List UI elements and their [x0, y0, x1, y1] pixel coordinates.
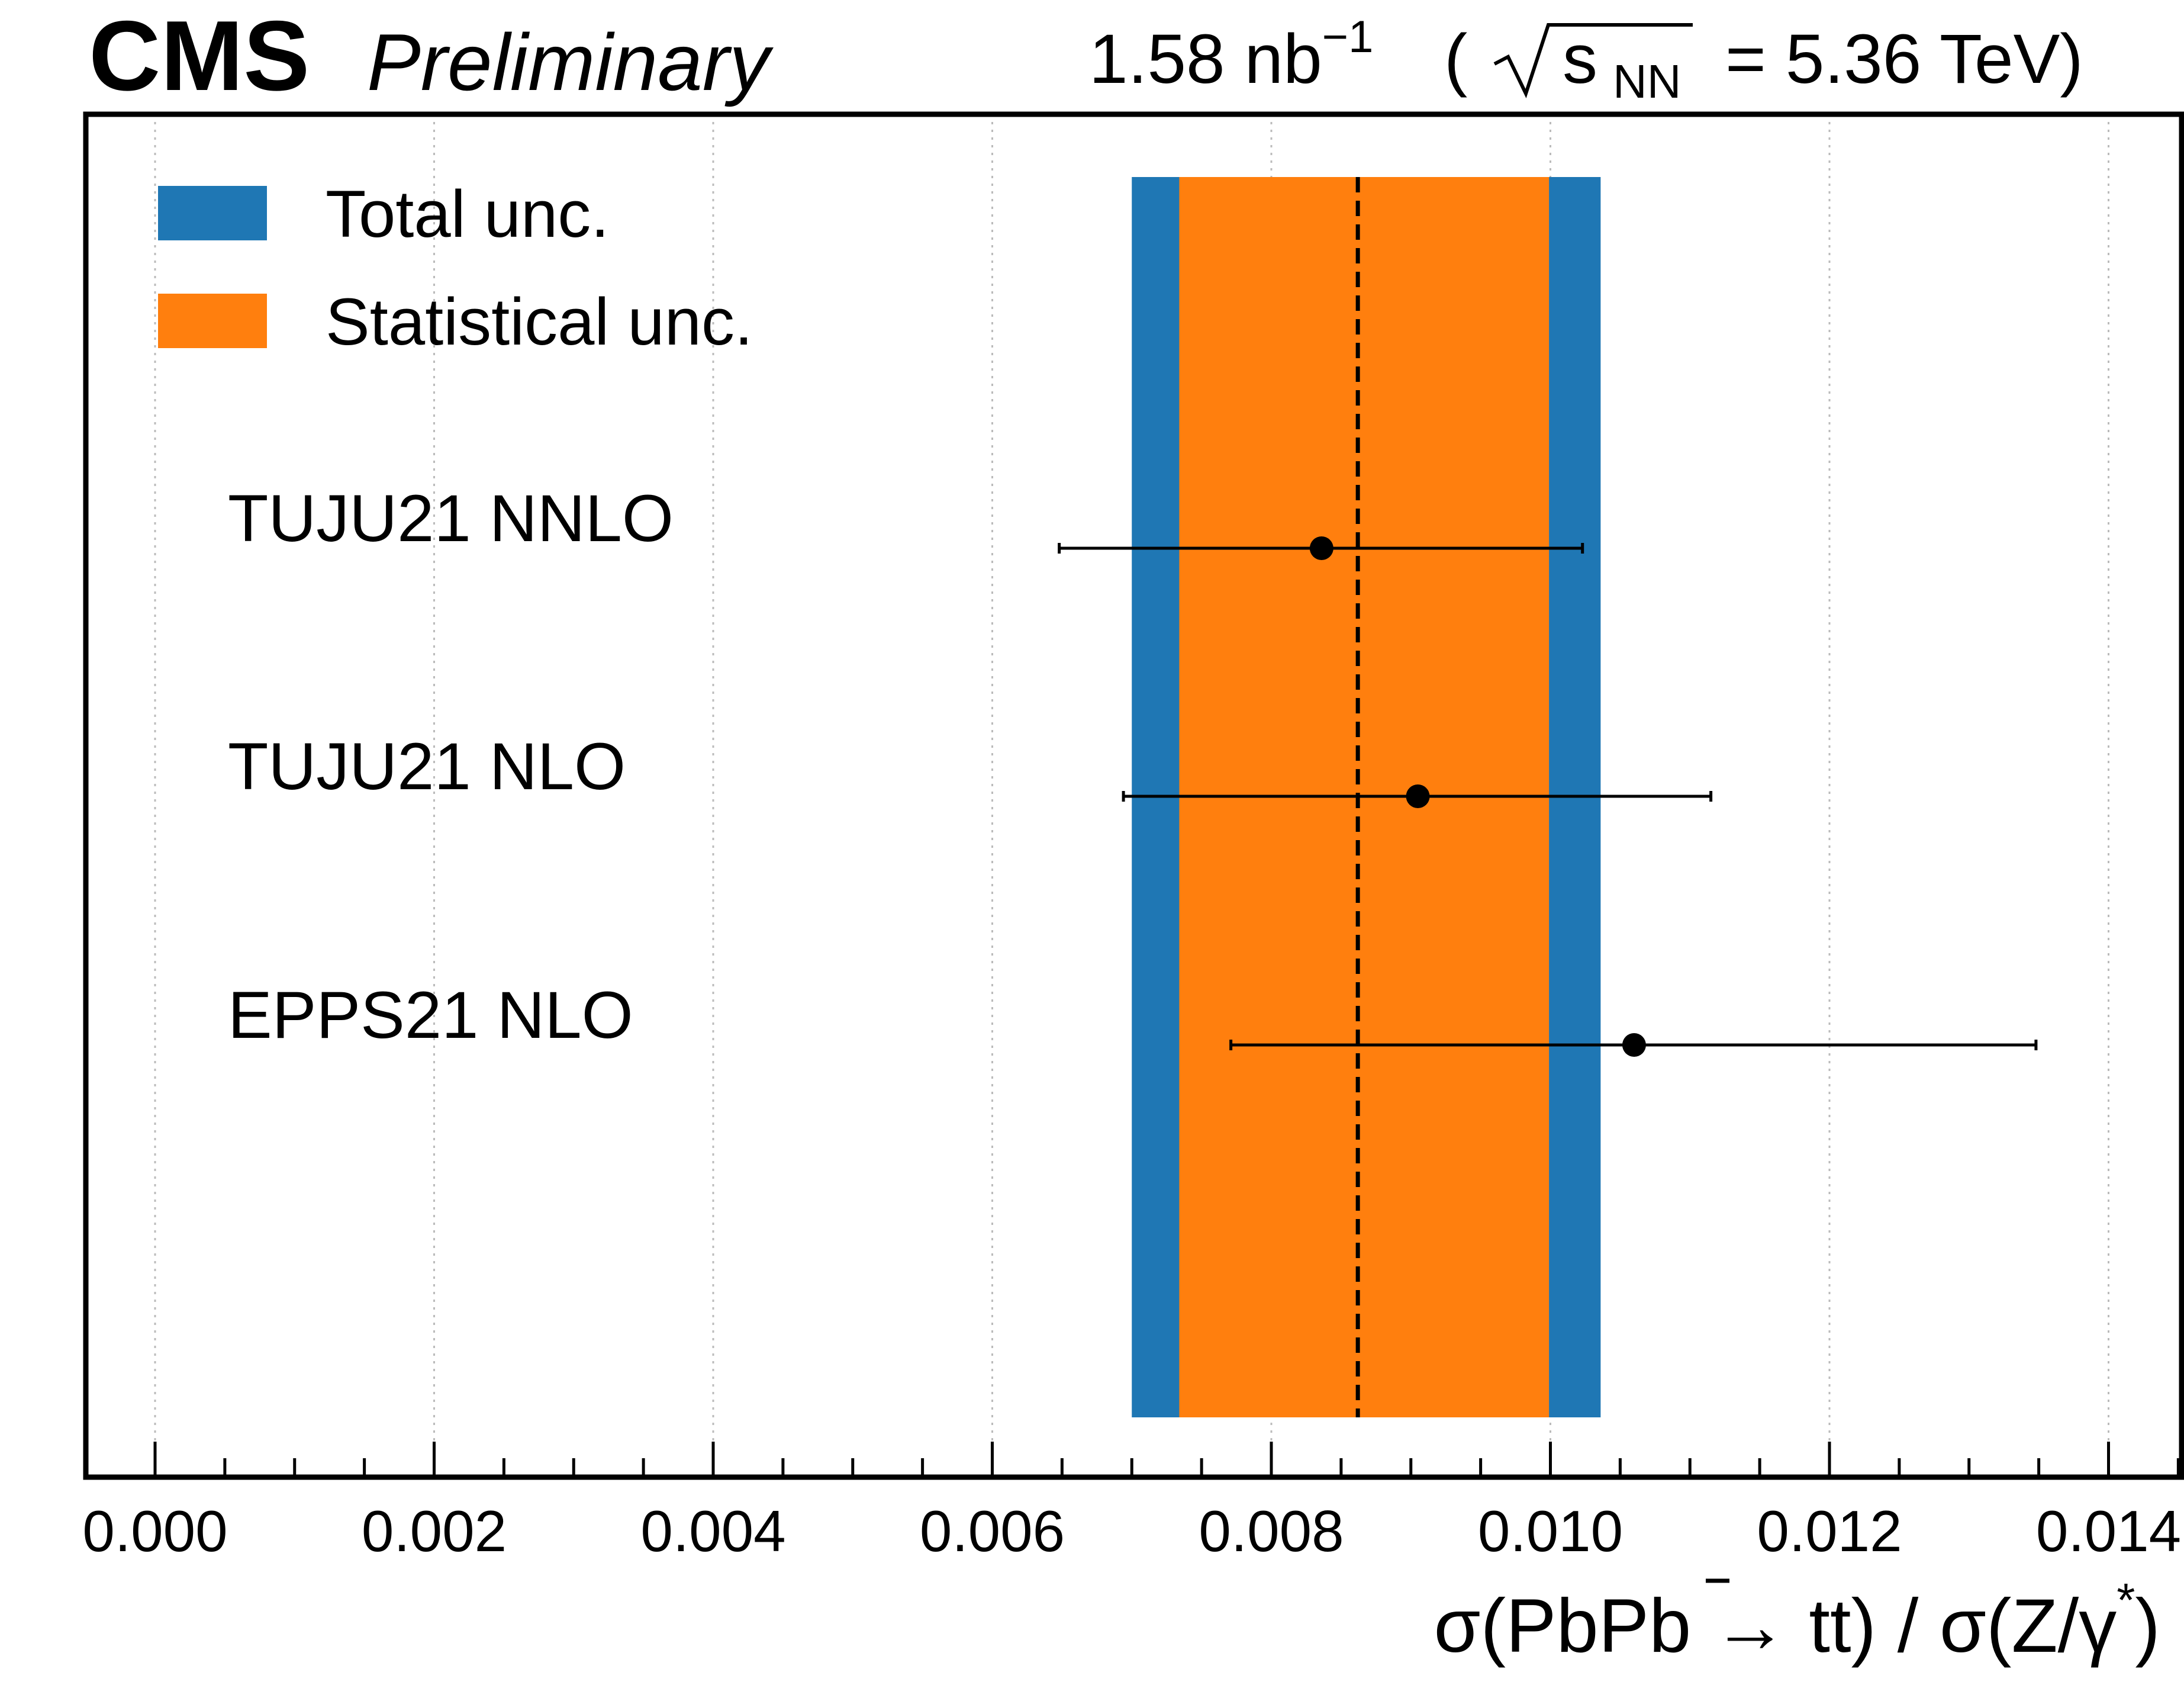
prediction-1: TUJU21 NLO — [228, 729, 1713, 808]
legend-stat-swatch — [158, 294, 267, 348]
x-tick-label-6: 0.012 — [1757, 1498, 1902, 1564]
energy-s: s — [1563, 20, 1597, 98]
experiment-label: CMS — [89, 0, 310, 111]
legend: Total unc. Statistical unc. — [158, 177, 753, 359]
sqrt-sign — [1493, 23, 1693, 98]
prediction-2: EPPS21 NLO — [228, 978, 2038, 1057]
x-tick-label-2: 0.004 — [640, 1498, 785, 1564]
prediction-label-0: TUJU21 NNLO — [228, 481, 674, 555]
prediction-point-1 — [1406, 784, 1430, 808]
plot-frame — [83, 111, 2184, 1480]
prediction-point-2 — [1622, 1033, 1646, 1057]
x-tick-label-3: 0.006 — [920, 1498, 1065, 1564]
lumi-value: 1.58 nb−1 — [1089, 12, 1373, 98]
x-tick-label-0: 0.000 — [82, 1498, 227, 1564]
x-axis-ticks: 0.000 0.002 0.004 0.006 0.008 0.010 0.012 0.014 — [82, 1442, 2181, 1564]
x-tick-label-7: 0.014 — [2036, 1498, 2181, 1564]
x-tick-label-5: 0.010 — [1478, 1498, 1623, 1564]
x-tick-label-4: 0.008 — [1199, 1498, 1344, 1564]
legend-stat-label: Statistical unc. — [326, 285, 753, 359]
x-axis-label-text: σ(PbPb → tt) / σ(Z/γ*) — [1434, 1574, 2160, 1668]
lumi-energy-label: 1.58 nb−1 ( s NN = 5.36 TeV) — [1089, 12, 2083, 108]
x-axis-label: σ(PbPb → tt) / σ(Z/γ*) — [1434, 1574, 2160, 1668]
legend-total-swatch — [158, 186, 267, 240]
prediction-0: TUJU21 NNLO — [228, 481, 1584, 560]
prediction-point-0 — [1309, 536, 1333, 560]
predictions: TUJU21 NNLO TUJU21 NLO EPPS21 NLO — [228, 481, 2038, 1057]
energy-open: ( — [1444, 20, 1467, 98]
prediction-label-2: EPPS21 NLO — [228, 978, 633, 1052]
energy-subscript: NN — [1613, 55, 1682, 108]
x-tick-label-1: 0.002 — [362, 1498, 507, 1564]
prediction-label-1: TUJU21 NLO — [228, 729, 626, 803]
energy-value: = 5.36 TeV) — [1725, 20, 2083, 98]
status-label: Preliminary — [367, 17, 774, 107]
legend-total-label: Total unc. — [326, 177, 609, 251]
